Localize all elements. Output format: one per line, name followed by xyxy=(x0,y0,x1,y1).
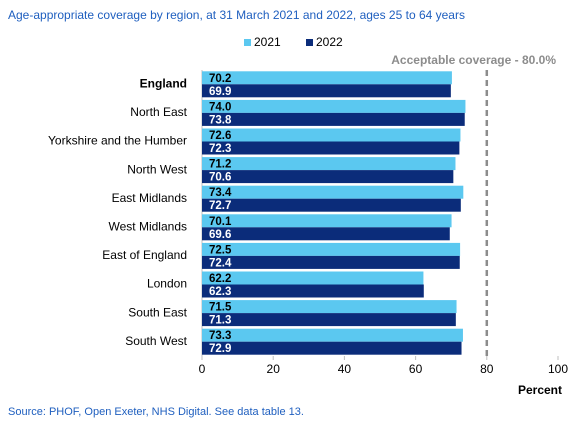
value-label: 71.5 xyxy=(209,302,232,314)
category-label: East Midlands xyxy=(112,191,187,205)
value-label: 72.6 xyxy=(209,130,231,142)
bar xyxy=(202,341,462,355)
category-label: Yorkshire and the Humber xyxy=(48,134,187,148)
category-label: North West xyxy=(127,162,187,176)
value-label: 72.4 xyxy=(209,257,232,269)
bar xyxy=(202,300,457,314)
legend-label: 2021 xyxy=(254,35,281,49)
value-label: 72.5 xyxy=(209,244,232,256)
value-label: 71.2 xyxy=(209,159,231,171)
bar xyxy=(202,242,461,256)
value-label: 73.8 xyxy=(209,114,232,126)
category-label: East of England xyxy=(102,248,187,262)
value-label: 70.2 xyxy=(209,73,231,85)
bar xyxy=(202,157,456,171)
category-label: London xyxy=(147,277,187,291)
x-axis-label: Percent xyxy=(518,383,562,397)
legend-swatch xyxy=(244,39,251,46)
bar xyxy=(202,170,454,184)
value-label: 70.6 xyxy=(209,172,231,184)
bar xyxy=(202,214,452,228)
value-label: 72.7 xyxy=(209,200,231,212)
bar xyxy=(202,112,465,126)
chart-title: Age-appropriate coverage by region, at 3… xyxy=(8,8,465,22)
bar xyxy=(202,71,452,85)
value-label: 73.3 xyxy=(209,330,231,342)
bar xyxy=(202,84,451,98)
value-label: 69.6 xyxy=(209,229,231,241)
bar xyxy=(202,198,461,212)
bar xyxy=(202,255,460,269)
category-label: South West xyxy=(125,334,187,348)
x-tick-label: 20 xyxy=(267,362,281,376)
legend-label: 2022 xyxy=(316,35,343,49)
value-label: 62.2 xyxy=(209,273,231,285)
category-label: West Midlands xyxy=(109,219,187,233)
legend-swatch xyxy=(306,39,313,46)
bar xyxy=(202,128,461,142)
value-label: 72.9 xyxy=(209,343,231,355)
category-label: North East xyxy=(130,105,187,119)
category-label: England xyxy=(140,76,187,90)
x-tick-label: 40 xyxy=(338,362,352,376)
bar xyxy=(202,271,424,285)
source: Source: PHOF, Open Exeter, NHS Digital. … xyxy=(8,406,304,418)
bar xyxy=(202,284,424,298)
x-tick-label: 100 xyxy=(548,362,568,376)
value-label: 72.3 xyxy=(209,143,231,155)
bar xyxy=(202,99,466,113)
value-label: 70.1 xyxy=(209,216,232,228)
x-tick-label: 60 xyxy=(409,362,423,376)
bar xyxy=(202,328,463,342)
bar xyxy=(202,185,464,199)
value-label: 71.3 xyxy=(209,315,231,327)
x-tick-label: 0 xyxy=(199,362,206,376)
value-label: 74.0 xyxy=(209,101,231,113)
x-tick-label: 80 xyxy=(480,362,494,376)
bar xyxy=(202,141,460,155)
reference-label: Acceptable coverage - 80.0% xyxy=(391,53,556,67)
value-label: 62.3 xyxy=(209,286,231,298)
bar xyxy=(202,313,456,327)
category-label: South East xyxy=(128,305,187,319)
value-label: 73.4 xyxy=(209,187,232,199)
bar xyxy=(202,227,450,241)
value-label: 69.9 xyxy=(209,86,231,98)
